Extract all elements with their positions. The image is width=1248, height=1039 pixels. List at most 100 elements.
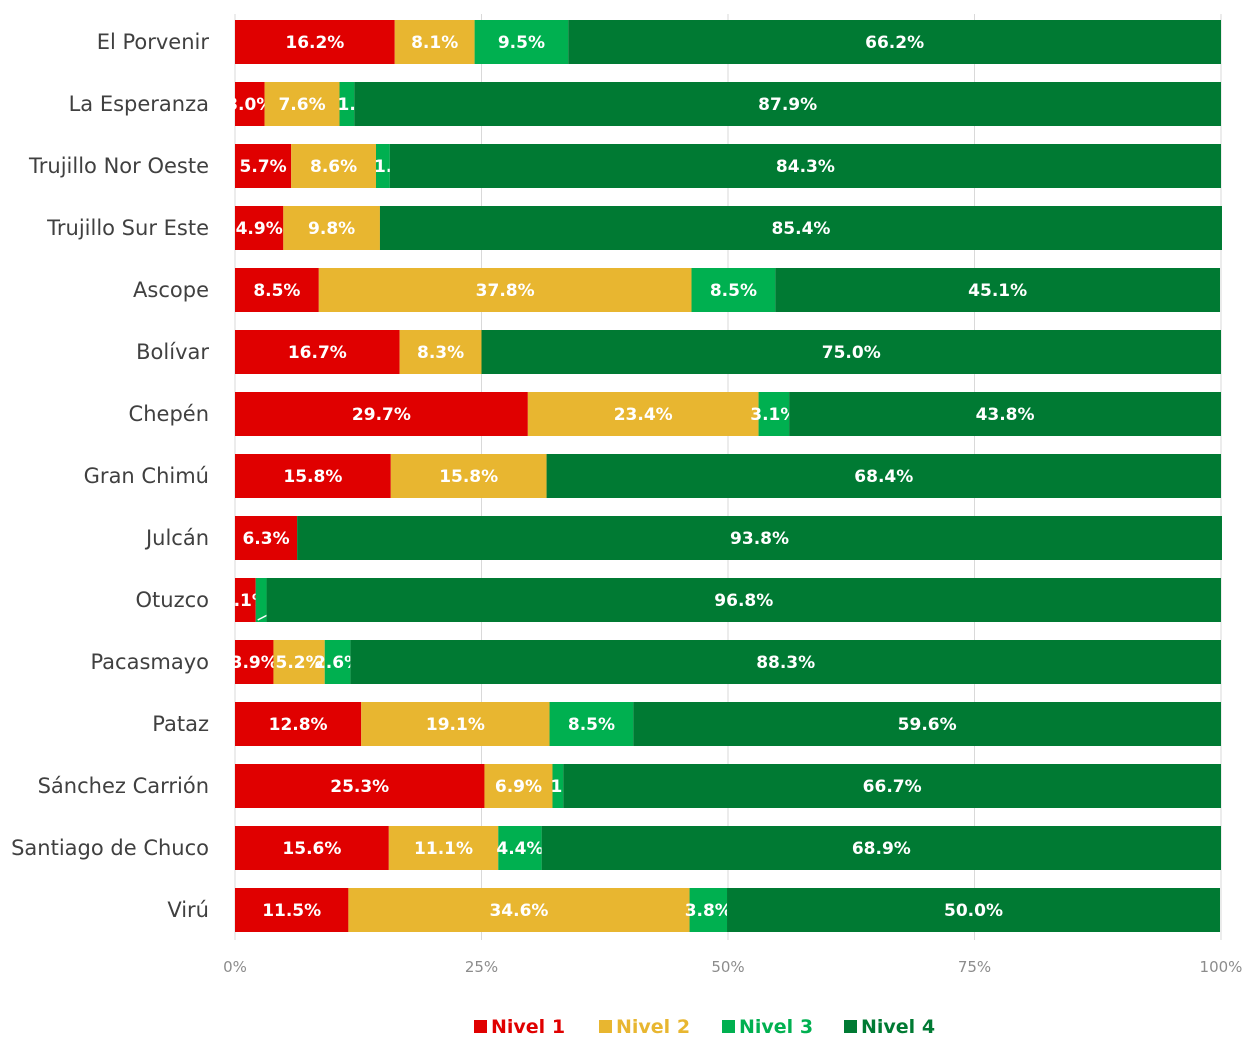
data-label: 9.5% [498, 33, 545, 53]
bar-segment [235, 516, 298, 560]
legend-swatch [844, 1020, 857, 1033]
legend-swatch [722, 1020, 735, 1033]
legend-swatch [599, 1020, 612, 1033]
data-label: 59.6% [898, 715, 957, 735]
data-label: 9.8% [308, 219, 355, 239]
x-tick-label: 0% [223, 958, 247, 976]
bar-segment [235, 82, 265, 126]
data-label: 15.6% [282, 839, 341, 859]
bar-segment [633, 702, 1221, 746]
category-label: Chepén [129, 402, 209, 426]
x-tick-label: 25% [465, 958, 498, 976]
data-label: 3.8% [685, 901, 732, 921]
bar-segment [549, 702, 634, 746]
data-label: 8.3% [417, 343, 464, 363]
bar-segment [399, 330, 482, 374]
bar-segment [379, 206, 1222, 250]
data-label: 68.9% [852, 839, 911, 859]
legend-label: Nivel 4 [861, 1016, 935, 1038]
bar-segment [297, 516, 1222, 560]
legend-label: Nivel 3 [739, 1016, 813, 1038]
data-label: 75.0% [822, 343, 881, 363]
category-label: Bolívar [136, 340, 209, 364]
x-tick-label: 75% [958, 958, 991, 976]
data-label: 87.9% [758, 95, 817, 115]
bar-segment [235, 826, 389, 870]
bar-segment [541, 826, 1221, 870]
bar-segment [235, 392, 528, 436]
data-label: 4.9% [236, 219, 283, 239]
data-label: 11.5% [262, 901, 321, 921]
data-label: 6.3% [242, 529, 289, 549]
bar-segment [388, 826, 499, 870]
bar-segment [361, 702, 550, 746]
bar-segment [235, 578, 256, 622]
bar-segment [235, 702, 362, 746]
bar-segment [264, 82, 340, 126]
bar-segment [235, 888, 349, 932]
data-label: 68.4% [854, 467, 913, 487]
data-label: 3.1% [750, 405, 797, 425]
data-label: 29.7% [352, 405, 411, 425]
bar-segment [375, 144, 390, 188]
bar-segment [689, 888, 728, 932]
category-label: Ascope [133, 278, 209, 302]
bar-segment [481, 330, 1221, 374]
data-label: 50.0% [944, 901, 1003, 921]
bar-segment [283, 206, 380, 250]
bar-segment [552, 764, 564, 808]
data-label: 6.9% [495, 777, 542, 797]
bar-segment [498, 826, 542, 870]
category-label: Virú [167, 898, 209, 922]
bar-segment [235, 640, 274, 684]
x-tick-label: 50% [711, 958, 744, 976]
bar-segment [484, 764, 553, 808]
data-label: 45.1% [968, 281, 1027, 301]
data-label: 84.3% [776, 157, 835, 177]
category-label: Gran Chimú [84, 464, 209, 488]
data-label: 8.6% [310, 157, 357, 177]
bar-segment [348, 888, 690, 932]
data-label: 5.2% [276, 653, 323, 673]
data-label: 37.8% [476, 281, 535, 301]
data-label: 4.4% [496, 839, 543, 859]
data-label: 19.1% [426, 715, 485, 735]
bar-segment [235, 330, 400, 374]
bar-segment [390, 454, 547, 498]
bar-segment [339, 82, 355, 126]
data-label: 8.5% [253, 281, 300, 301]
category-label: Sánchez Carrión [38, 774, 209, 798]
legend-label: Nivel 1 [491, 1016, 565, 1038]
data-label: 12.8% [269, 715, 328, 735]
category-label: Pacasmayo [90, 650, 209, 674]
data-label: 43.8% [976, 405, 1035, 425]
bar-segment [758, 392, 790, 436]
data-label: 16.7% [288, 343, 347, 363]
bar-segment [789, 392, 1221, 436]
legend-label: Nivel 2 [616, 1016, 690, 1038]
data-label: 66.7% [863, 777, 922, 797]
bar-segment [266, 578, 1221, 622]
data-label: 5.7% [240, 157, 287, 177]
data-label: 7.6% [278, 95, 325, 115]
bar-segment [235, 764, 485, 808]
x-tick-label: 100% [1200, 958, 1243, 976]
data-label: 8.5% [568, 715, 615, 735]
category-label: Trujillo Sur Este [46, 216, 209, 240]
bar-segment [563, 764, 1221, 808]
bar-segment [255, 578, 267, 622]
data-label: 2.6% [314, 653, 361, 673]
category-label: Pataz [152, 712, 209, 736]
bar-segment [389, 144, 1221, 188]
bar-segment [350, 640, 1221, 684]
bar-segment [568, 20, 1221, 64]
data-label: 34.6% [489, 901, 548, 921]
bar-segment [235, 144, 292, 188]
bar-segment [235, 454, 391, 498]
data-label: 85.4% [771, 219, 830, 239]
category-label: La Esperanza [69, 92, 209, 116]
category-label: El Porvenir [97, 30, 210, 54]
bar-segment [474, 20, 569, 64]
data-label: 25.3% [330, 777, 389, 797]
